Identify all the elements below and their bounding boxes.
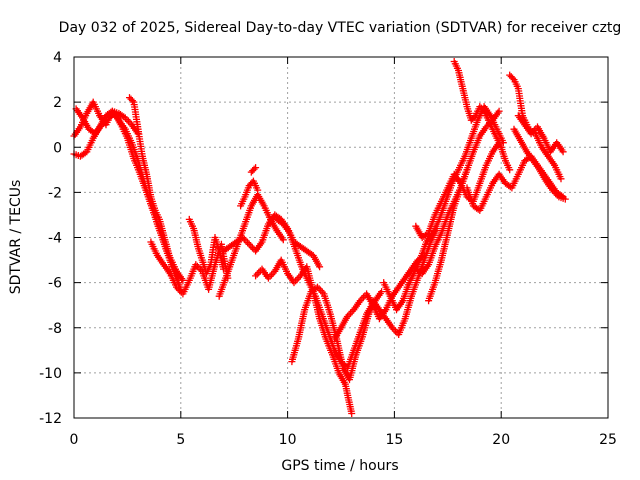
data-track (126, 94, 185, 293)
data-track (288, 283, 386, 384)
data-points (70, 58, 569, 417)
y-tick-label: -4 (48, 231, 62, 247)
x-tick-label: 5 (176, 432, 185, 448)
x-tick-label: 20 (492, 432, 510, 448)
x-tick-label: 10 (279, 432, 297, 448)
x-axis-ticks: 0 5 10 15 20 25 (70, 57, 617, 448)
data-point-markers (237, 177, 262, 210)
data-point-markers (369, 225, 441, 338)
y-tick-label: -10 (39, 366, 62, 382)
data-point-markers (510, 125, 569, 203)
y-tick-label: -2 (48, 185, 62, 201)
x-tick-label: 15 (385, 432, 403, 448)
data-point-markers (126, 94, 185, 293)
data-point-markers (450, 58, 514, 174)
data-track (425, 107, 503, 305)
y-axis-ticks: -12 -10 -8 -6 -4 -2 0 2 4 (39, 50, 608, 427)
y-tick-label: -8 (48, 321, 62, 337)
data-point-markers (252, 256, 356, 417)
x-tick-label: 0 (70, 432, 79, 448)
y-tick-label: 4 (53, 50, 62, 66)
x-axis-label: GPS time / hours (281, 458, 398, 474)
data-point-markers (185, 215, 227, 278)
data-track (450, 58, 514, 174)
data-track (220, 211, 324, 271)
y-tick-label: -6 (48, 276, 62, 292)
data-track (237, 177, 262, 210)
data-point-markers (514, 112, 567, 156)
data-track (369, 225, 441, 338)
data-track (510, 125, 569, 203)
y-axis-label: SDTVAR / TECUs (8, 180, 24, 295)
data-track (247, 164, 260, 176)
y-tick-label: -12 (39, 411, 62, 427)
data-point-markers (220, 211, 324, 271)
data-point-markers (288, 283, 386, 384)
y-tick-label: 2 (53, 95, 62, 111)
data-point-markers (247, 164, 260, 176)
data-track (252, 256, 356, 417)
x-tick-label: 25 (599, 432, 617, 448)
data-track (185, 215, 227, 278)
data-point-markers (425, 107, 503, 305)
chart-title: Day 032 of 2025, Sidereal Day-to-day VTE… (59, 20, 622, 36)
y-tick-label: 0 (53, 140, 62, 156)
data-track (514, 112, 567, 156)
plot-frame (73, 56, 609, 419)
